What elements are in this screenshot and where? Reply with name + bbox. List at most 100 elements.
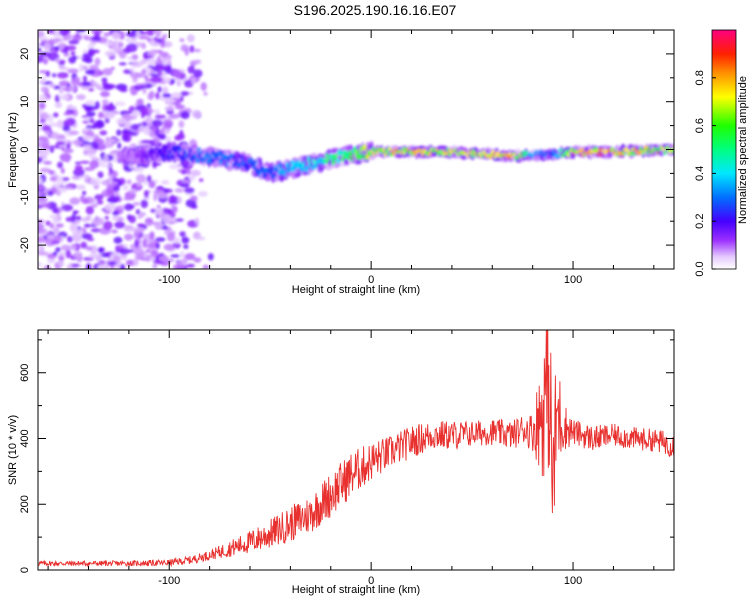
- noise-blob: [148, 180, 156, 189]
- noise-blob: [111, 31, 122, 40]
- noise-blob: [202, 264, 210, 269]
- noise-blob: [140, 199, 148, 209]
- noise-blob: [135, 72, 146, 78]
- noise-blob: [48, 170, 55, 175]
- noise-blob: [57, 189, 68, 193]
- snr-frame: [37, 329, 675, 571]
- noise-blob: [161, 86, 169, 96]
- colorbar-ticks: 0.0 0.2 0.4 0.6 0.8: [694, 70, 716, 277]
- noise-blob: [103, 42, 114, 46]
- noise-blob: [138, 35, 150, 40]
- noise-blob: [189, 45, 195, 53]
- noise-blob: [155, 207, 164, 215]
- noise-blob: [81, 198, 90, 205]
- noise-blob: [188, 174, 196, 181]
- noise-blob: [65, 249, 71, 259]
- noise-blob: [89, 160, 99, 169]
- noise-blob: [164, 106, 175, 111]
- noise-blob: [184, 187, 195, 194]
- noise-blob: [157, 65, 169, 70]
- noise-blob: [119, 88, 128, 93]
- noise-blob: [179, 251, 185, 258]
- noise-blob: [190, 169, 201, 177]
- x-tick-label: -100: [158, 274, 180, 286]
- noise-blob: [75, 30, 86, 33]
- noise-blob: [155, 242, 160, 250]
- noise-blob: [154, 114, 167, 119]
- noise-blob: [80, 241, 88, 249]
- noise-blob: [117, 42, 124, 48]
- noise-blob: [118, 247, 130, 255]
- noise-blob: [82, 190, 87, 196]
- colorbar-gradient: [712, 30, 736, 269]
- noise-blob: [38, 262, 43, 268]
- noise-blob: [58, 251, 66, 256]
- noise-blob: [50, 132, 60, 140]
- ridge-core: [629, 151, 634, 156]
- noise-blob: [129, 68, 135, 72]
- noise-blob: [103, 154, 109, 164]
- noise-blob: [75, 161, 81, 165]
- noise-blob: [136, 252, 147, 257]
- noise-blob: [38, 245, 41, 253]
- noise-blob: [144, 217, 154, 227]
- noise-blob: [171, 92, 182, 99]
- noise-blob: [127, 56, 133, 61]
- noise-blob: [68, 106, 78, 110]
- spectrogram-x-label: Height of straight line (km): [292, 284, 420, 296]
- noise-blob: [193, 59, 202, 65]
- noise-blob: [46, 234, 55, 239]
- noise-blob: [179, 231, 186, 237]
- noise-blob: [38, 185, 45, 190]
- noise-blob: [60, 244, 71, 251]
- noise-blob: [124, 233, 134, 241]
- noise-blob: [168, 113, 181, 119]
- noise-blob: [150, 249, 159, 256]
- ridge-halo: [331, 163, 336, 169]
- noise-blob: [193, 257, 202, 263]
- noise-blob: [96, 119, 104, 128]
- noise-blob: [136, 182, 142, 188]
- ridge-halo: [369, 141, 374, 148]
- noise-blob: [42, 57, 49, 65]
- noise-blob: [146, 242, 158, 250]
- noise-blob: [133, 227, 145, 233]
- noise-blob: [74, 165, 83, 171]
- noise-blob: [180, 258, 188, 265]
- snr-axes: -100 0 100 0 200 400 600: [19, 330, 674, 587]
- noise-blob: [140, 139, 153, 144]
- noise-blob: [112, 255, 121, 263]
- noise-blob: [85, 147, 96, 155]
- noise-blob: [67, 68, 79, 74]
- noise-blob: [106, 138, 117, 143]
- noise-blob: [149, 131, 156, 138]
- noise-blob: [68, 39, 80, 45]
- noise-blob: [72, 140, 77, 145]
- y-tick-label: 200: [19, 495, 31, 513]
- noise-blob: [125, 259, 134, 267]
- noise-blob: [145, 115, 153, 125]
- spectrogram-marks: [38, 30, 674, 269]
- noise-blob: [151, 119, 163, 128]
- noise-blob: [48, 231, 53, 236]
- noise-blob: [57, 72, 69, 79]
- noise-blob: [90, 36, 101, 42]
- noise-blob: [60, 167, 65, 174]
- noise-blob: [124, 203, 133, 211]
- noise-blob: [130, 61, 143, 68]
- noise-blob: [100, 252, 110, 258]
- colorbar-tick-label: 0.8: [694, 70, 706, 85]
- noise-blob: [87, 43, 95, 49]
- y-tick-label: 0: [19, 146, 31, 152]
- noise-blob: [116, 129, 122, 136]
- noise-blob: [38, 102, 46, 110]
- noise-blob: [51, 240, 60, 245]
- noise-blob: [47, 257, 56, 264]
- noise-blob: [41, 144, 52, 150]
- noise-blob: [107, 261, 118, 266]
- noise-blob: [126, 43, 138, 53]
- noise-blob: [110, 66, 115, 71]
- noise-blob: [119, 52, 127, 59]
- noise-blob: [62, 177, 70, 182]
